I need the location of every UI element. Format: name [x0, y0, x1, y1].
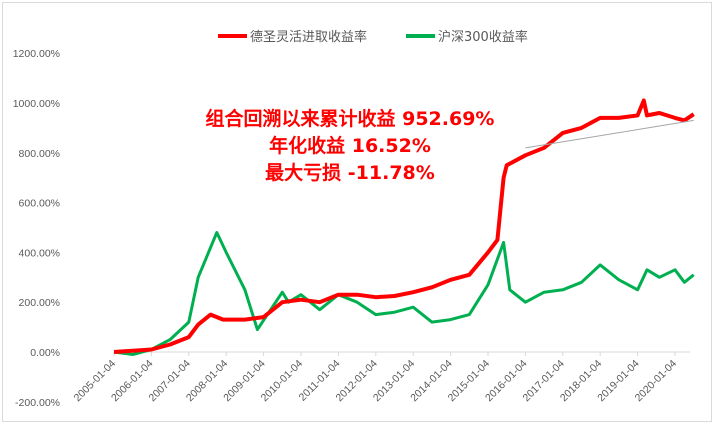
- y-tick-label: 200.00%: [19, 297, 60, 309]
- y-tick-label: 800.00%: [19, 148, 60, 160]
- series-line-strategy: [113, 98, 695, 354]
- series-line-csi300: [113, 231, 695, 356]
- annotation-cumulative-return: 组合回溯以来累计收益 952.69%: [205, 108, 495, 130]
- annotation-max-drawdown: 最大亏损 -11.78%: [265, 162, 435, 184]
- annotation-box: 组合回溯以来累计收益 952.69% 年化收益 16.52% 最大亏损 -11.…: [160, 106, 540, 187]
- y-tick-label: 0.00%: [30, 347, 60, 359]
- legend: 德圣灵活进取收益率 沪深300收益率: [218, 29, 528, 45]
- chart-frame: [2, 2, 712, 422]
- y-tick-label: 1000.00%: [13, 98, 60, 110]
- y-tick-label: 600.00%: [19, 198, 60, 210]
- trend-line: [525, 119, 694, 149]
- y-tick-label: -200.00%: [15, 397, 60, 409]
- y-tick-label: 1200.00%: [13, 48, 60, 60]
- legend-label-strategy: 德圣灵活进取收益率: [250, 29, 367, 45]
- legend-label-csi300: 沪深300收益率: [438, 29, 528, 45]
- annotation-annualized-return: 年化收益 16.52%: [269, 135, 431, 157]
- y-tick-label: 400.00%: [19, 247, 60, 259]
